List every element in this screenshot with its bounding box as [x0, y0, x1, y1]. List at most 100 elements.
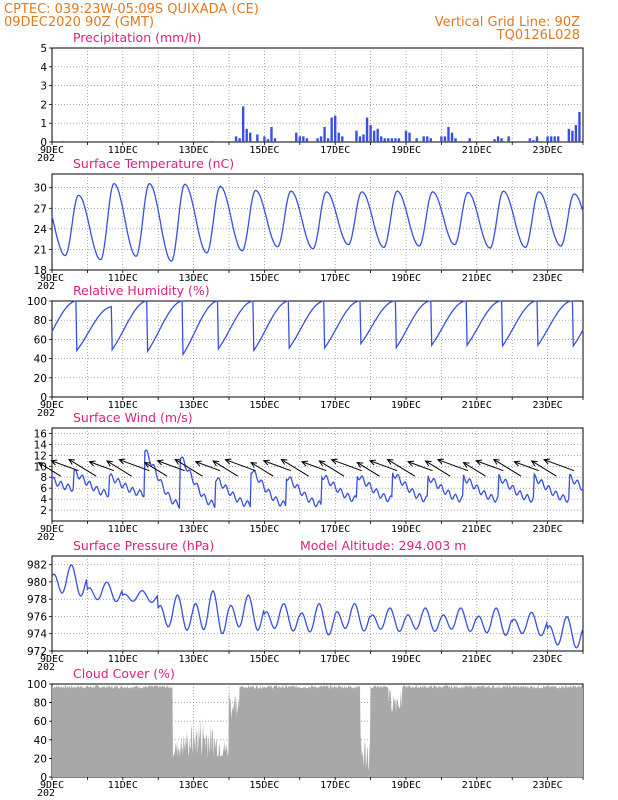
precip-bar	[358, 136, 362, 142]
x-tick-label: 9DEC	[40, 780, 64, 791]
x-tick-label: 15DEC	[249, 654, 279, 665]
precip-bar	[362, 134, 365, 142]
x-tick-label: 13DEC	[179, 780, 209, 791]
precip-bar	[61, 141, 64, 142]
x-tick-label: 23DEC	[533, 400, 563, 411]
x-tick-label: 21DEC	[462, 654, 492, 665]
wind-arrow	[531, 460, 557, 477]
panel-frame	[51, 173, 584, 271]
x-sublabel: 202	[37, 153, 55, 164]
wind-arrow	[387, 458, 416, 477]
x-tick-label: 17DEC	[320, 273, 350, 284]
humidity-series-line	[51, 300, 584, 357]
x-tick-label: 23DEC	[533, 780, 563, 791]
x-tick-label: 11DEC	[108, 273, 138, 284]
wind-arrow	[263, 460, 292, 472]
precip-bar	[493, 139, 496, 142]
panel-frame	[51, 555, 584, 652]
wind-arrow	[119, 459, 150, 472]
y-tick-label: 60	[34, 334, 47, 346]
wind-arrow	[437, 459, 469, 472]
wind-arrow-head	[143, 461, 151, 468]
precip-bar	[415, 138, 418, 142]
y-tick-label: 14	[34, 439, 48, 451]
wind-arrow-head	[356, 461, 364, 468]
panel-precipitation: 9DEC 11DEC 13DEC 15DEC 17DEC 19DEC 21DEC 23DEC 2…	[37, 30, 584, 164]
precip-bar	[404, 130, 408, 142]
wind-arrow-head	[530, 460, 538, 467]
precip-bar	[571, 130, 574, 142]
x-tick-label: 19DEC	[391, 145, 421, 156]
x-tick-label: 13DEC	[179, 273, 209, 284]
precip-bar	[337, 132, 340, 142]
y-tick-label: 982	[27, 560, 47, 572]
x-tick-label: 19DEC	[391, 654, 421, 665]
temperature-series-line	[51, 182, 584, 262]
wind-arrow	[357, 462, 380, 477]
precip-bar	[341, 136, 344, 142]
header-right1: Vertical Grid Line: 90Z	[435, 15, 580, 30]
x-tick-label: 11DEC	[108, 780, 138, 791]
precip-bar	[549, 136, 553, 142]
wind-arrow-head	[88, 460, 96, 467]
wind-arrow	[331, 459, 362, 472]
precip-bar	[210, 141, 213, 142]
y-tick-label: 4	[40, 494, 47, 506]
y-tick-label: 2	[40, 505, 47, 517]
wind-arrow	[106, 460, 132, 477]
precip-bar	[578, 111, 581, 142]
panel-wind: 9DEC 11DEC 13DEC 15DEC 17DEC 19DEC 21DEC 23DEC 2…	[34, 410, 584, 543]
wind-arrow-head	[212, 460, 220, 467]
precip-bar	[567, 128, 571, 142]
x-tick-label: 17DEC	[320, 400, 350, 411]
wind-arrow	[89, 461, 115, 472]
wind-arrow	[425, 460, 451, 477]
y-tick-label: 80	[34, 698, 47, 710]
precip-bar	[241, 106, 245, 142]
precip-bar	[394, 138, 397, 142]
precip-bar	[500, 138, 503, 142]
panel-title: Relative Humidity (%)	[73, 283, 210, 298]
wind-arrow-head	[67, 458, 75, 465]
panel-title: Surface Temperature (nC)	[73, 156, 234, 171]
wind-arrow	[281, 458, 309, 477]
precip-bar	[323, 126, 326, 142]
wind-arrow-head	[318, 460, 326, 467]
wind-arrow-head	[407, 460, 415, 467]
y-tick-label: 21	[34, 244, 47, 256]
x-tick-label: 13DEC	[179, 654, 209, 665]
wind-arrow	[212, 460, 239, 477]
precip-bar	[330, 117, 333, 142]
wind-arrow-head	[492, 458, 500, 465]
precip-bar	[443, 136, 447, 142]
precip-bar	[380, 136, 383, 142]
panel-frame	[51, 427, 584, 522]
wind-arrow	[157, 460, 185, 472]
y-tick-label: 6	[40, 483, 47, 495]
wind-arrow	[543, 459, 575, 472]
precip-bar	[295, 132, 298, 142]
precip-bar	[390, 138, 394, 142]
wind-arrow-head	[194, 460, 202, 467]
precip-bar	[266, 139, 270, 142]
y-tick-label: 100	[27, 296, 47, 308]
x-tick-label: 23DEC	[533, 524, 563, 535]
x-tick-label: 21DEC	[462, 273, 492, 284]
y-tick-label: 980	[27, 577, 47, 589]
y-tick-label: 976	[27, 611, 47, 623]
wind-arrow-head	[174, 458, 182, 465]
precip-bar	[528, 138, 532, 142]
precip-bar	[270, 126, 273, 142]
header-right2: TQ0126L028	[496, 28, 580, 43]
x-tick-label: 15DEC	[249, 273, 279, 284]
x-tick-label: 15DEC	[249, 780, 279, 791]
panel-title: Precipitation (mm/h)	[73, 30, 201, 45]
precip-bar	[454, 138, 457, 142]
precip-bar	[234, 136, 238, 142]
precip-bar	[273, 138, 277, 142]
x-tick-label: 23DEC	[533, 654, 563, 665]
y-tick-label: 0	[40, 392, 47, 404]
precip-bar	[316, 138, 319, 142]
y-tick-label: 1	[40, 118, 47, 130]
